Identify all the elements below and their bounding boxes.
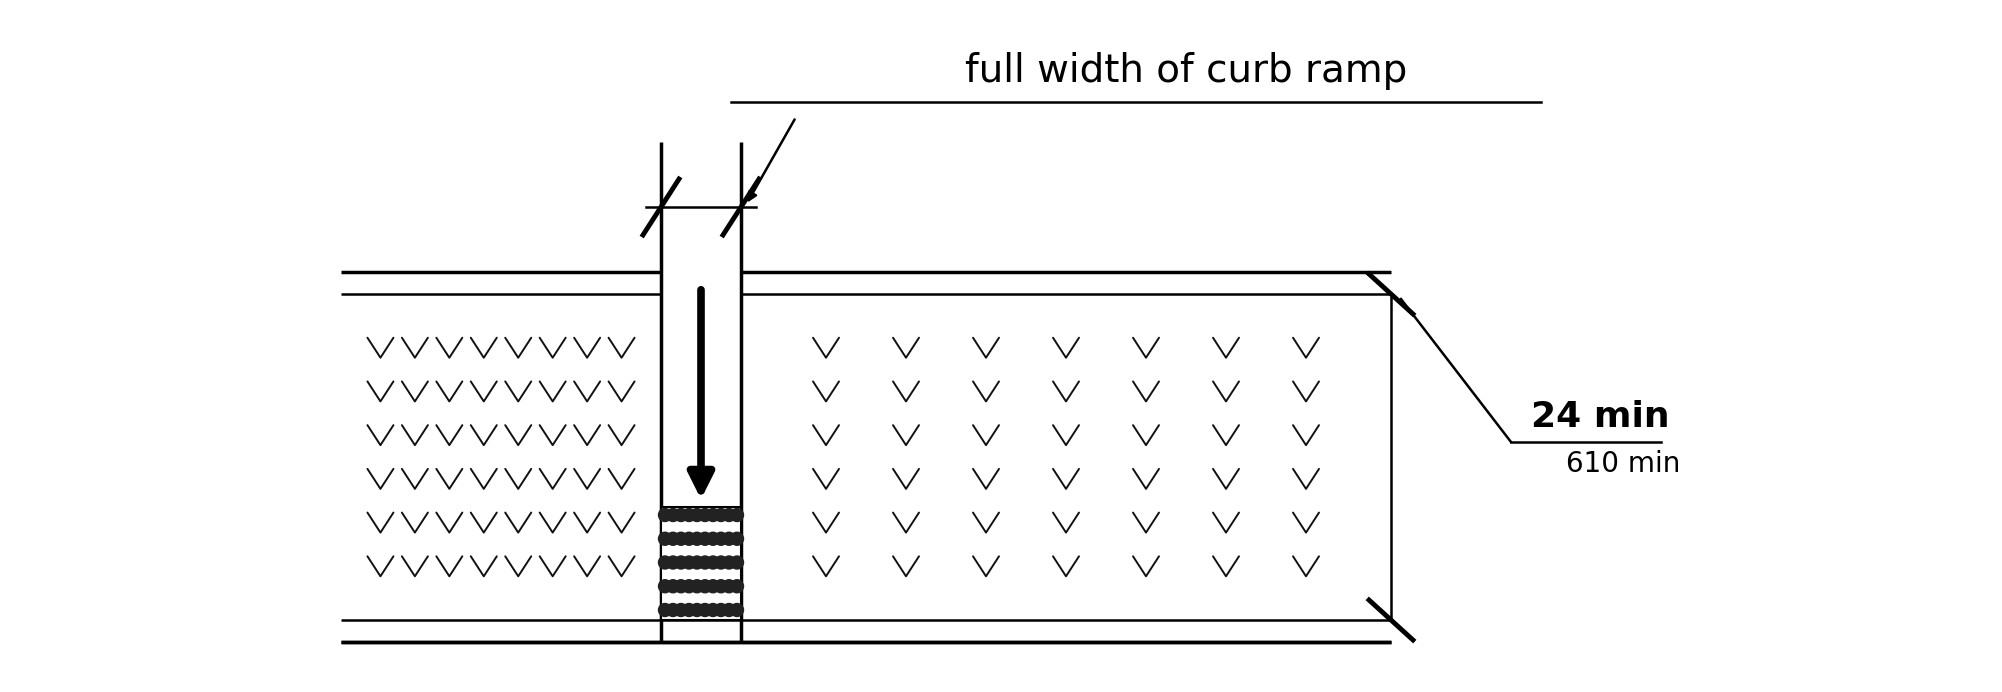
- Circle shape: [731, 603, 743, 617]
- Circle shape: [675, 580, 687, 593]
- Circle shape: [731, 532, 743, 545]
- Circle shape: [659, 580, 671, 593]
- Circle shape: [707, 556, 719, 569]
- Circle shape: [667, 532, 679, 545]
- Circle shape: [731, 580, 743, 593]
- Circle shape: [699, 532, 711, 545]
- Circle shape: [731, 556, 743, 569]
- Circle shape: [723, 580, 735, 593]
- Circle shape: [675, 556, 687, 569]
- Circle shape: [699, 509, 711, 522]
- Circle shape: [699, 556, 711, 569]
- Text: full width of curb ramp: full width of curb ramp: [965, 52, 1407, 90]
- Circle shape: [683, 556, 695, 569]
- Circle shape: [715, 509, 727, 522]
- Circle shape: [659, 603, 671, 617]
- Circle shape: [723, 509, 735, 522]
- Circle shape: [699, 603, 711, 617]
- Circle shape: [691, 509, 703, 522]
- Text: 24 min: 24 min: [1532, 400, 1670, 434]
- Circle shape: [675, 532, 687, 545]
- Circle shape: [659, 532, 671, 545]
- Circle shape: [659, 509, 671, 522]
- Circle shape: [715, 580, 727, 593]
- Circle shape: [707, 509, 719, 522]
- Circle shape: [715, 603, 727, 617]
- Bar: [661, 507, 741, 620]
- Circle shape: [675, 509, 687, 522]
- Circle shape: [715, 532, 727, 545]
- Circle shape: [683, 580, 695, 593]
- Circle shape: [707, 532, 719, 545]
- Circle shape: [691, 603, 703, 617]
- Circle shape: [723, 556, 735, 569]
- Text: 610 min: 610 min: [1566, 450, 1680, 478]
- Circle shape: [707, 603, 719, 617]
- Circle shape: [667, 580, 679, 593]
- Circle shape: [715, 556, 727, 569]
- Circle shape: [675, 603, 687, 617]
- Circle shape: [659, 556, 671, 569]
- Circle shape: [691, 556, 703, 569]
- Circle shape: [691, 532, 703, 545]
- Circle shape: [723, 532, 735, 545]
- Circle shape: [667, 603, 679, 617]
- Circle shape: [683, 509, 695, 522]
- Circle shape: [731, 509, 743, 522]
- Circle shape: [691, 580, 703, 593]
- Circle shape: [667, 509, 679, 522]
- Circle shape: [667, 556, 679, 569]
- Circle shape: [707, 580, 719, 593]
- Circle shape: [683, 603, 695, 617]
- Circle shape: [683, 532, 695, 545]
- Circle shape: [723, 603, 735, 617]
- Circle shape: [699, 580, 711, 593]
